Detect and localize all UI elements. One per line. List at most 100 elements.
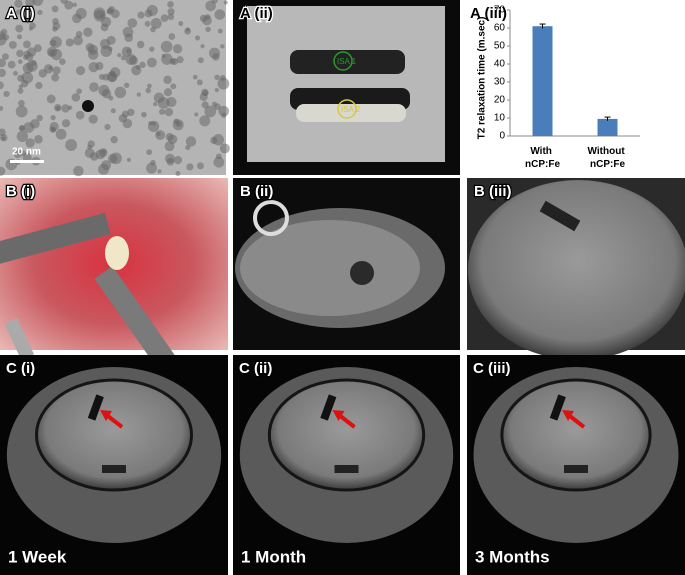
particle (17, 87, 24, 94)
particle (88, 114, 98, 124)
particle (184, 27, 192, 35)
y-tick-label: 70 (494, 5, 506, 16)
particle (153, 101, 158, 107)
particle (150, 159, 156, 166)
particle (3, 90, 10, 98)
particle (173, 155, 183, 165)
particle (212, 134, 225, 146)
particle (61, 119, 71, 128)
particle (0, 81, 4, 90)
particle (15, 9, 22, 15)
chart-title: A (iii) (470, 5, 507, 22)
y-tick-label: 30 (494, 77, 506, 88)
particle (20, 79, 29, 88)
particle (76, 88, 82, 95)
particle (170, 83, 177, 90)
brain (34, 378, 194, 492)
particle (214, 74, 220, 81)
panel-label: B (i) (6, 183, 35, 200)
particle (15, 105, 28, 118)
particle (35, 81, 43, 90)
particle (0, 106, 4, 111)
particle (157, 169, 162, 174)
brain (267, 378, 426, 492)
y-tick-label: 10 (494, 113, 506, 124)
particle (150, 17, 162, 29)
particle (167, 13, 175, 21)
particle (49, 121, 59, 131)
panel-label: A (i) (6, 5, 35, 22)
particle (14, 0, 23, 8)
particle (125, 54, 137, 65)
particle (215, 153, 222, 160)
particle (144, 20, 151, 27)
particle (204, 105, 217, 118)
panel-label: C (ii) (239, 360, 272, 377)
particle (146, 4, 158, 17)
particle (194, 112, 199, 117)
particle (108, 46, 113, 52)
time-caption: 3 Months (475, 547, 550, 566)
particle (165, 153, 175, 164)
particle (100, 23, 109, 32)
particle (0, 68, 6, 78)
scale-bar (10, 160, 44, 163)
brain (500, 378, 652, 492)
x-tick-label: With nCP:Fe (525, 146, 560, 170)
x-tick-label: Without nCP:Fe (588, 146, 628, 170)
particle (167, 134, 178, 145)
panel-label: C (i) (6, 360, 35, 377)
particle (25, 17, 31, 24)
particle (34, 135, 43, 144)
particle (146, 57, 157, 68)
bar-chart: A (iii) T2 relaxation time (m.sec) 0 10 20… (469, 4, 640, 170)
particle (110, 108, 116, 114)
implant (549, 394, 566, 421)
particle (155, 130, 166, 141)
particle (202, 15, 212, 26)
particle (102, 73, 110, 81)
roi-label: ISA 1 (337, 57, 357, 66)
particle (122, 26, 134, 38)
particle (163, 88, 173, 97)
particle (163, 75, 172, 85)
particle (147, 120, 160, 133)
particle (220, 44, 225, 49)
particle (194, 35, 201, 41)
particle (221, 112, 227, 118)
particle (192, 74, 198, 80)
particle (205, 26, 211, 33)
particle (7, 60, 16, 69)
particle (118, 114, 128, 123)
particle (50, 48, 63, 61)
particle (146, 149, 153, 156)
particle (110, 9, 120, 19)
particle (75, 66, 86, 76)
particle (16, 130, 29, 143)
particle (13, 70, 18, 76)
particle (178, 21, 184, 26)
y-tick-label: 40 (494, 59, 506, 70)
particle (73, 35, 83, 46)
particle (93, 7, 106, 20)
particle (186, 163, 194, 171)
particle (196, 162, 204, 170)
particle (51, 5, 59, 13)
particle (223, 0, 228, 5)
particle (82, 100, 94, 112)
particle (65, 139, 78, 151)
mri-image (233, 178, 460, 350)
particle (88, 61, 99, 73)
particle (213, 156, 225, 168)
particle (27, 47, 37, 57)
mri-phantom (233, 0, 460, 175)
particle (61, 104, 70, 113)
particle (185, 136, 197, 147)
panel-label: A (ii) (240, 5, 273, 22)
implant (320, 394, 337, 421)
particle (218, 105, 230, 117)
particle (127, 18, 138, 28)
particle (214, 9, 226, 20)
particle (72, 13, 82, 24)
